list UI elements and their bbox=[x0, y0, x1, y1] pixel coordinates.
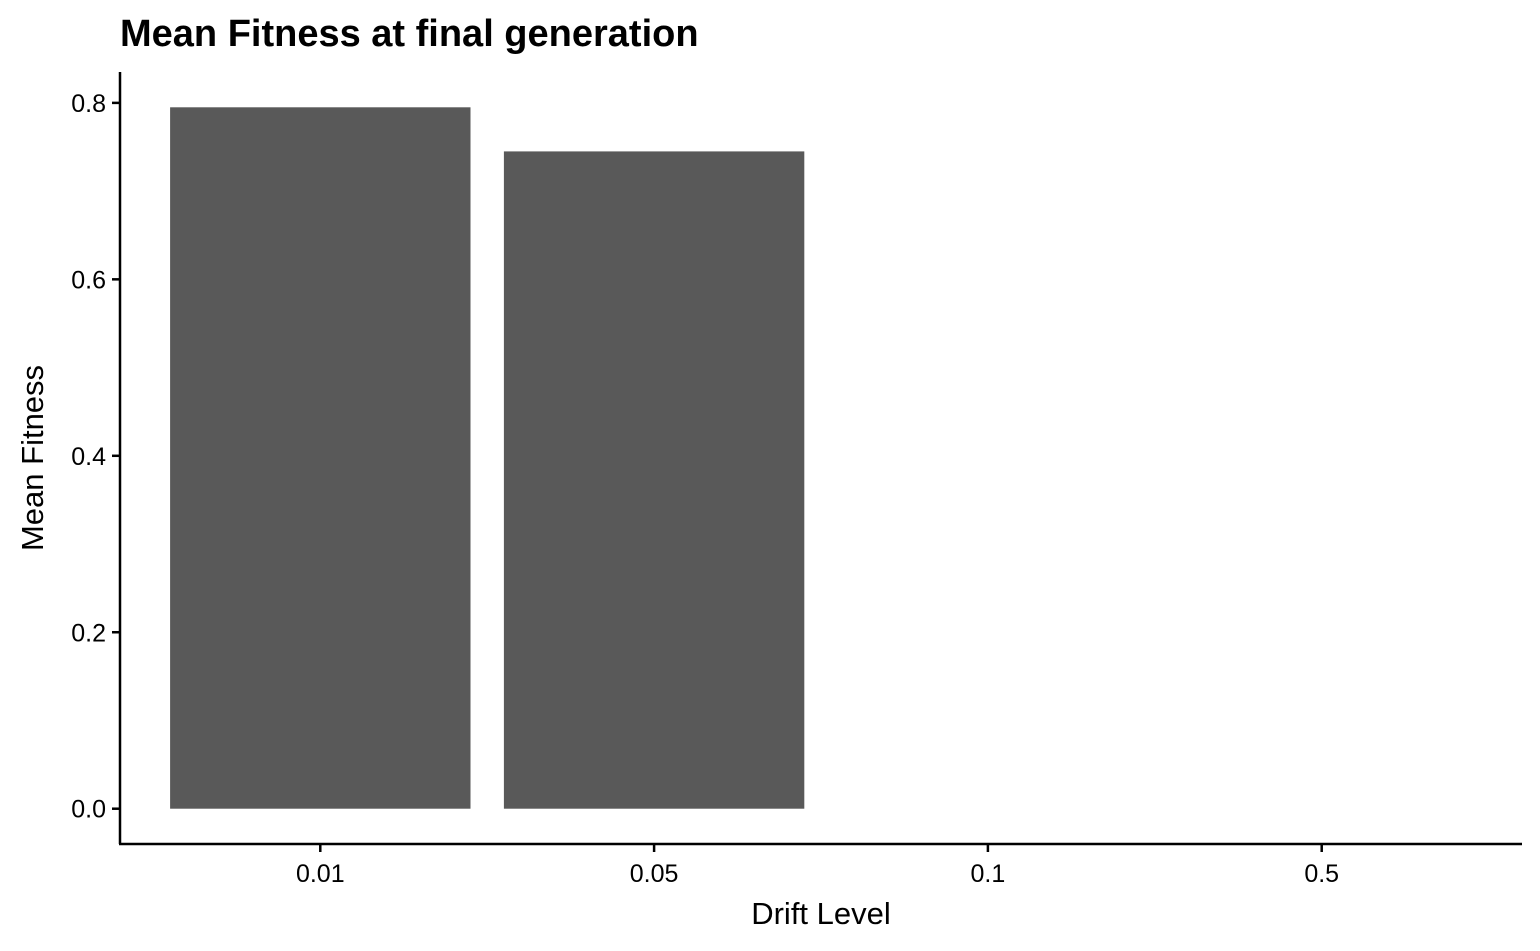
y-tick-label: 0.4 bbox=[71, 443, 106, 471]
bars-group bbox=[170, 107, 805, 809]
y-axis-ticks: 0.0 0.2 0.4 0.6 0.8 bbox=[71, 90, 120, 824]
y-tick-label: 0.6 bbox=[71, 266, 106, 294]
y-tick-label: 0.2 bbox=[71, 619, 106, 647]
bar-0.05 bbox=[503, 151, 805, 809]
x-axis-ticks: 0.01 0.05 0.1 0.5 bbox=[296, 844, 1339, 888]
bar-0.01 bbox=[170, 107, 471, 809]
x-tick-label: 0.1 bbox=[971, 860, 1006, 888]
y-axis-label: Mean Fitness bbox=[15, 365, 50, 551]
x-tick-label: 0.05 bbox=[630, 860, 679, 888]
y-tick-label: 0.0 bbox=[71, 796, 106, 824]
x-tick-label: 0.5 bbox=[1304, 860, 1339, 888]
y-tick-label: 0.8 bbox=[71, 90, 106, 118]
x-axis-label: Drift Level bbox=[751, 896, 891, 931]
chart-title: Mean Fitness at final generation bbox=[120, 13, 699, 55]
x-tick-label: 0.01 bbox=[296, 860, 345, 888]
